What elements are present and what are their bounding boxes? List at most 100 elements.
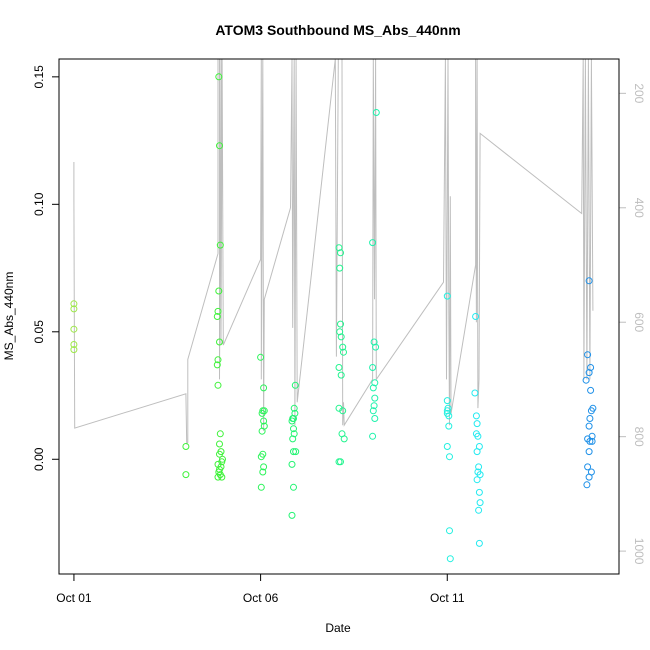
data-point bbox=[337, 249, 344, 257]
data-point bbox=[371, 394, 379, 402]
data-point bbox=[443, 292, 451, 300]
data-point bbox=[337, 371, 345, 379]
data-point bbox=[182, 443, 190, 450]
data-point bbox=[446, 555, 454, 563]
data-point bbox=[472, 412, 480, 420]
data-point bbox=[475, 488, 483, 496]
data-point bbox=[257, 483, 265, 491]
y2-tick-label: 600 bbox=[632, 312, 646, 332]
data-point bbox=[474, 432, 482, 440]
y2-tick-label: 400 bbox=[632, 198, 646, 218]
data-point bbox=[70, 305, 78, 313]
data-point bbox=[216, 241, 224, 249]
data-point bbox=[475, 539, 483, 547]
data-point bbox=[214, 381, 222, 389]
x-tick-label: Oct 06 bbox=[243, 591, 279, 605]
data-point bbox=[288, 417, 296, 425]
data-point bbox=[369, 384, 377, 392]
data-point bbox=[336, 328, 344, 336]
data-point bbox=[258, 409, 266, 417]
data-point bbox=[369, 364, 377, 371]
data-point bbox=[70, 325, 78, 333]
data-point bbox=[371, 415, 379, 422]
data-point bbox=[214, 356, 222, 364]
x-tick-label: Oct 11 bbox=[430, 591, 465, 605]
data-point bbox=[372, 109, 380, 116]
data-point bbox=[585, 369, 593, 377]
data-point bbox=[585, 277, 593, 285]
data-point bbox=[292, 448, 300, 456]
x-tick-label: Oct 01 bbox=[56, 591, 92, 605]
data-point bbox=[473, 420, 481, 428]
data-point bbox=[369, 239, 377, 247]
data-point bbox=[257, 453, 265, 461]
data-point bbox=[335, 244, 343, 252]
y-tick-label: 0.00 bbox=[32, 447, 46, 471]
data-point bbox=[471, 389, 479, 397]
data-point bbox=[369, 432, 377, 440]
data-point bbox=[587, 407, 595, 415]
data-point bbox=[288, 511, 296, 519]
data-point bbox=[216, 430, 224, 438]
data-point bbox=[289, 435, 297, 443]
data-point bbox=[371, 379, 379, 387]
data-point bbox=[335, 458, 343, 466]
data-point bbox=[259, 468, 267, 476]
data-point bbox=[339, 343, 347, 351]
data-point bbox=[214, 307, 222, 315]
data-point bbox=[290, 483, 297, 491]
data-point bbox=[288, 460, 296, 468]
data-point bbox=[215, 73, 223, 81]
data-point bbox=[585, 448, 593, 456]
data-point bbox=[213, 361, 221, 369]
data-point bbox=[337, 320, 344, 328]
data-point bbox=[446, 453, 453, 461]
y2-tick-label: 800 bbox=[632, 427, 646, 447]
data-point bbox=[291, 381, 299, 389]
data-point bbox=[70, 300, 78, 308]
points-layer bbox=[70, 73, 597, 563]
data-point bbox=[472, 313, 480, 320]
data-point bbox=[587, 364, 595, 371]
data-point bbox=[370, 338, 378, 346]
data-point bbox=[216, 440, 223, 448]
data-point bbox=[258, 427, 266, 435]
data-point bbox=[473, 448, 481, 456]
data-point bbox=[476, 499, 484, 507]
data-point bbox=[335, 364, 343, 371]
data-point bbox=[445, 412, 453, 420]
data-point bbox=[443, 407, 451, 415]
data-point bbox=[445, 422, 453, 430]
data-point bbox=[218, 473, 226, 481]
data-point bbox=[260, 384, 268, 392]
data-point bbox=[446, 527, 453, 535]
data-point bbox=[182, 471, 190, 479]
data-point bbox=[584, 463, 592, 471]
data-point bbox=[443, 443, 451, 450]
data-point bbox=[473, 476, 481, 484]
data-point bbox=[475, 463, 483, 471]
data-point bbox=[583, 481, 591, 489]
data-point bbox=[585, 473, 593, 481]
y-tick-label: 0.15 bbox=[32, 65, 46, 89]
data-point bbox=[216, 142, 223, 150]
data-point bbox=[586, 415, 594, 422]
data-point bbox=[476, 471, 484, 479]
x-axis-label: Date bbox=[325, 621, 351, 635]
data-point bbox=[290, 425, 297, 433]
data-point bbox=[584, 351, 592, 359]
data-point bbox=[339, 407, 347, 415]
data-point bbox=[70, 346, 78, 354]
data-point bbox=[370, 402, 378, 410]
data-point bbox=[337, 333, 345, 341]
y2-tick-label: 200 bbox=[632, 83, 646, 103]
data-point bbox=[369, 407, 377, 415]
data-point bbox=[340, 348, 347, 356]
data-point bbox=[257, 353, 265, 361]
data-point bbox=[586, 437, 594, 445]
data-point bbox=[290, 404, 298, 412]
altitude-trace-layer bbox=[73, 58, 594, 445]
chart-title: ATOM3 Southbound MS_Abs_440nm bbox=[215, 22, 460, 38]
y-axis-label: MS_Abs_440nm bbox=[2, 272, 16, 361]
